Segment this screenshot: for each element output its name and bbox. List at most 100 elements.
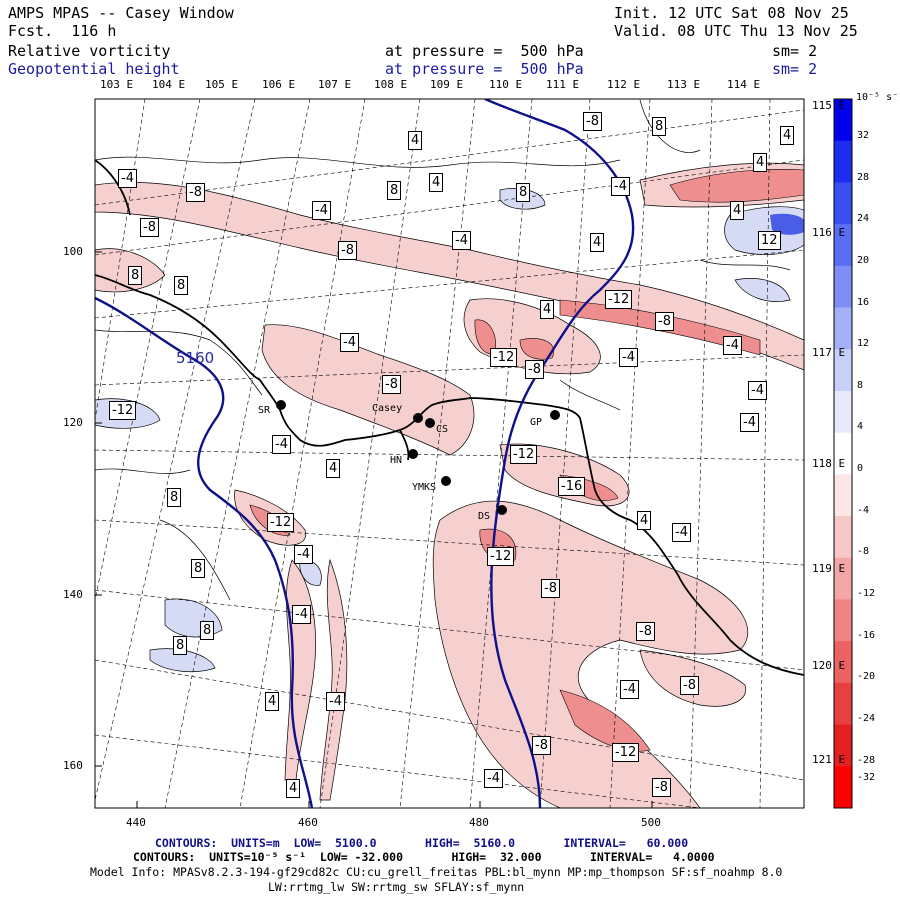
colorbar-swatch [834,99,852,142]
colorbar-tick: -24 [857,713,876,724]
init-time: Init. 12 UTC Sat 08 Nov 25 [614,4,849,22]
colorbar-swatch [834,557,852,600]
vorticity-contour-label: -8 [186,183,205,202]
footer-contours-height: CONTOURS: UNITS=m LOW= 5100.0 HIGH= 5160… [155,836,689,850]
vorticity-contour-label: 8 [167,488,182,507]
vorticity-contour-label: -8 [382,375,401,394]
colorbar-tick: 8 [857,380,864,391]
vorticity-contour-label: -12 [267,513,295,532]
colorbar-tick: -4 [857,505,870,516]
lon-label-right: 116 E [812,226,846,239]
colorbar-swatch [834,390,852,434]
vorticity-contour-label: -8 [532,736,551,755]
lon-label: 105 E [205,78,239,91]
vorticity-contour-label: -4 [340,333,359,352]
lon-label: 107 E [318,78,352,91]
y-tick-label: 140 [63,588,83,601]
vorticity-contour-label: -8 [583,112,602,131]
y-tick-label: 160 [63,759,83,772]
colorbar-tick: 32 [857,130,870,141]
y-tick-label: 100 [63,245,83,258]
station-label-ymks: YMKS [412,482,437,493]
colorbar-tick: 28 [857,172,870,183]
station-dot-cs [425,418,435,428]
station-dot-sr [276,400,286,410]
vorticity-contour-label: -12 [612,743,640,762]
vorticity-contour-label: 4 [326,459,341,478]
vorticity-contour-label: -8 [525,360,544,379]
vorticity-contour-label: 4 [637,511,652,530]
vorticity-contour-label: -4 [326,692,345,711]
colorbar-swatch [834,140,852,183]
x-tick-label: 440 [126,816,146,829]
colorbar-swatch [834,307,852,350]
colorbar-swatch [834,599,852,642]
lon-label: 110 E [489,78,523,91]
vorticity-contour-label: -4 [740,413,759,432]
colorbar-tick: 24 [857,213,870,224]
colorbar-tick: -32 [857,772,876,783]
x-tick-label: 460 [298,816,318,829]
station-dot-gp [550,410,560,420]
plot-frame [94,98,805,809]
footer-model-info: Model Info: MPASv8.2.3-194-gf29cd82c CU:… [90,865,783,879]
station-label-hn: HN [390,455,403,466]
vorticity-contour-label: 4 [780,126,795,145]
vorticity-contour-label: -8 [680,676,699,695]
vorticity-contour-label: -4 [294,545,313,564]
colorbar-tick: 16 [857,297,870,308]
y-tick-label: 120 [63,416,83,429]
vorticity-contour-label: -12 [605,290,633,309]
vorticity-contour-label: -4 [292,605,311,624]
footer-contours-vorticity: CONTOURS: UNITS=10⁻⁵ s⁻¹ LOW= -32.000 HI… [133,850,715,864]
vorticity-contour-label: 12 [758,231,781,250]
lon-label: 114 E [727,78,761,91]
lon-label: 108 E [374,78,408,91]
app-title: AMPS MPAS -- Casey Window [8,4,234,22]
vorticity-contour-label: -4 [619,348,638,367]
lon-label: 113 E [667,78,701,91]
colorbar-swatch [834,349,852,392]
vorticity-contour-label: 8 [387,181,402,200]
height-contour-label: 5160 [176,349,215,367]
station-label-sr: SR [258,405,271,416]
colorbar-swatch [834,432,852,475]
station-label-casey: Casey [372,403,403,414]
colorbar-tick: -20 [857,671,876,682]
lon-label: 103 E [100,78,134,91]
vorticity-contour-label: 4 [408,131,423,150]
footer-model-info-2: LW:rrtmg_lw SW:rrtmg_sw SFLAY:sf_mynn [268,880,525,894]
vorticity-contour-label: 8 [128,266,143,285]
vorticity-contour-label: -4 [118,169,137,188]
vorticity-contour-label: 4 [730,201,745,220]
colorbar-swatch [834,641,852,684]
vorticity-contour-label: -8 [636,622,655,641]
colorbar [834,99,852,809]
vorticity-contour-label: -12 [487,547,515,566]
colorbar-swatch [834,474,852,517]
colorbar-unit: 10⁻⁵ s⁻¹ [856,92,900,103]
vorticity-contour-label: -4 [452,231,471,250]
zero-contours [95,99,791,601]
vorticity-contour-label: -12 [490,348,518,367]
colorbar-tick: 12 [857,338,870,349]
vorticity-contour-label: 8 [191,559,206,578]
colorbar-tick: -12 [857,588,876,599]
station-markers [276,400,560,515]
colorbar-tick: 20 [857,255,870,266]
vorticity-contour-label: 8 [652,117,667,136]
vorticity-contour-label: -4 [312,201,331,220]
station-dot-casey [413,413,423,423]
vorticity-contour-label: -4 [672,523,691,542]
field1-smoothing: sm= 2 [772,42,818,60]
lon-label: 112 E [607,78,641,91]
vorticity-contour-label: 4 [429,173,444,192]
vorticity-contour-label: -8 [338,241,357,260]
station-label-gp: GP [530,417,543,428]
vorticity-contour-label: 4 [590,233,605,252]
station-dot-ymks [441,476,451,486]
colorbar-swatch [834,224,852,267]
vorticity-contour-label: -4 [748,381,767,400]
vorticity-contour-label: -4 [620,680,639,699]
